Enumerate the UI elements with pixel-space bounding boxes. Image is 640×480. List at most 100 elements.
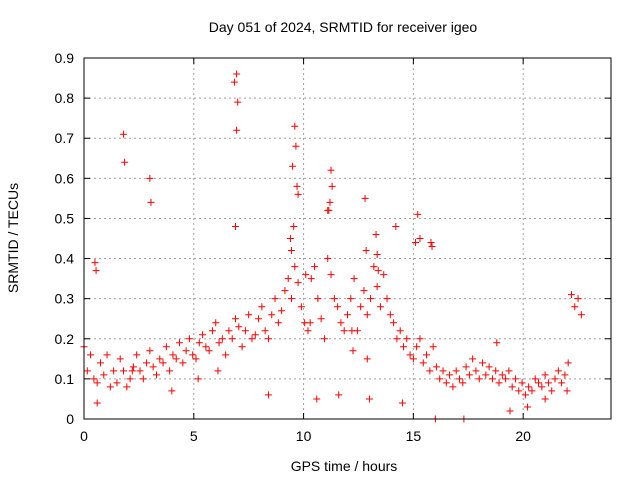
data-point bbox=[482, 371, 490, 379]
data-point bbox=[455, 375, 463, 383]
data-point bbox=[288, 247, 296, 255]
data-point bbox=[479, 359, 487, 367]
data-point bbox=[518, 379, 526, 387]
data-point bbox=[493, 339, 501, 347]
data-point bbox=[289, 162, 297, 170]
data-point bbox=[238, 343, 246, 351]
data-point bbox=[403, 335, 411, 343]
data-point bbox=[485, 363, 493, 371]
data-point bbox=[92, 267, 100, 275]
data-point bbox=[428, 243, 436, 251]
data-point bbox=[230, 78, 238, 86]
data-point bbox=[357, 303, 365, 311]
data-point bbox=[396, 327, 404, 335]
data-point bbox=[383, 295, 391, 303]
data-point bbox=[392, 222, 400, 230]
data-point bbox=[521, 391, 529, 399]
x-tick-label: 20 bbox=[515, 428, 531, 444]
data-point bbox=[515, 387, 523, 395]
data-point bbox=[128, 367, 136, 375]
data-point bbox=[328, 182, 336, 190]
y-tick-label: 0 bbox=[66, 411, 74, 427]
data-point bbox=[488, 375, 496, 383]
data-point bbox=[215, 339, 223, 347]
data-point bbox=[419, 359, 427, 367]
data-point bbox=[558, 379, 566, 387]
data-point bbox=[567, 291, 575, 299]
data-point bbox=[508, 383, 516, 391]
data-point bbox=[409, 355, 417, 363]
data-point bbox=[91, 259, 99, 267]
data-point bbox=[278, 307, 286, 315]
data-point bbox=[126, 375, 134, 383]
data-point bbox=[373, 283, 381, 291]
data-point bbox=[502, 375, 510, 383]
data-point bbox=[363, 355, 371, 363]
data-point bbox=[317, 315, 325, 323]
data-point bbox=[337, 319, 345, 327]
data-point bbox=[324, 255, 332, 263]
data-point bbox=[564, 359, 572, 367]
data-point bbox=[166, 367, 174, 375]
y-tick-label: 0.3 bbox=[55, 291, 75, 307]
data-point bbox=[146, 347, 154, 355]
data-point bbox=[233, 70, 241, 78]
data-point bbox=[222, 351, 230, 359]
data-point bbox=[398, 399, 406, 407]
data-point bbox=[212, 319, 220, 327]
data-point bbox=[281, 287, 289, 295]
data-point bbox=[156, 355, 164, 363]
data-point bbox=[380, 271, 388, 279]
data-point bbox=[133, 351, 141, 359]
data-point bbox=[551, 375, 559, 383]
x-tick-label: 5 bbox=[190, 428, 198, 444]
data-point bbox=[274, 319, 282, 327]
data-point bbox=[293, 182, 301, 190]
data-point bbox=[304, 327, 312, 335]
data-point bbox=[146, 174, 154, 182]
data-point bbox=[442, 379, 450, 387]
data-point bbox=[106, 383, 114, 391]
data-point bbox=[189, 351, 197, 359]
data-point bbox=[416, 235, 424, 242]
data-point bbox=[251, 331, 259, 339]
data-point bbox=[541, 371, 549, 379]
data-point bbox=[100, 371, 108, 379]
data-point bbox=[235, 323, 243, 331]
data-point bbox=[234, 98, 242, 106]
data-point bbox=[248, 335, 256, 343]
data-point bbox=[162, 343, 170, 351]
data-point bbox=[349, 347, 357, 355]
data-point bbox=[288, 295, 296, 303]
data-points bbox=[80, 70, 585, 423]
data-point bbox=[172, 355, 180, 363]
data-point bbox=[192, 355, 200, 363]
data-point bbox=[291, 122, 299, 130]
data-point bbox=[525, 383, 533, 391]
data-point bbox=[362, 247, 370, 255]
y-tick-label: 0.2 bbox=[55, 331, 75, 347]
chart-title: Day 051 of 2024, SRMTID for receiver ige… bbox=[209, 19, 478, 35]
data-point bbox=[271, 295, 279, 303]
data-point bbox=[149, 363, 157, 371]
data-point bbox=[414, 210, 422, 218]
data-point bbox=[563, 387, 571, 395]
data-point bbox=[427, 239, 435, 247]
data-point bbox=[327, 166, 335, 174]
data-point bbox=[258, 303, 266, 311]
data-point bbox=[327, 271, 335, 279]
data-point bbox=[459, 379, 467, 387]
data-point bbox=[399, 343, 407, 351]
data-point bbox=[429, 343, 437, 351]
data-point bbox=[335, 391, 343, 399]
x-tick-label: 0 bbox=[80, 428, 88, 444]
data-point bbox=[370, 263, 378, 271]
data-point bbox=[544, 379, 552, 387]
data-point bbox=[465, 371, 473, 379]
data-point bbox=[511, 375, 519, 383]
data-point bbox=[577, 311, 585, 319]
data-point bbox=[185, 335, 193, 343]
data-point bbox=[423, 351, 431, 359]
data-point bbox=[571, 303, 579, 311]
